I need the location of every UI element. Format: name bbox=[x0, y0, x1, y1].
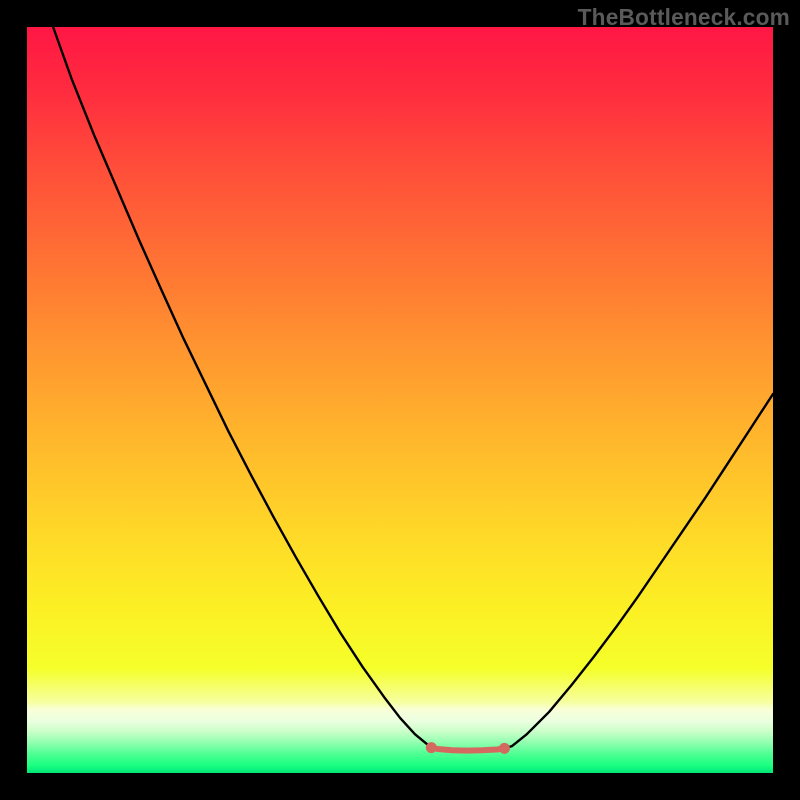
chart-canvas: TheBottleneck.com bbox=[0, 0, 800, 800]
gradient-background bbox=[27, 27, 773, 773]
chart-plot-area bbox=[27, 27, 773, 773]
